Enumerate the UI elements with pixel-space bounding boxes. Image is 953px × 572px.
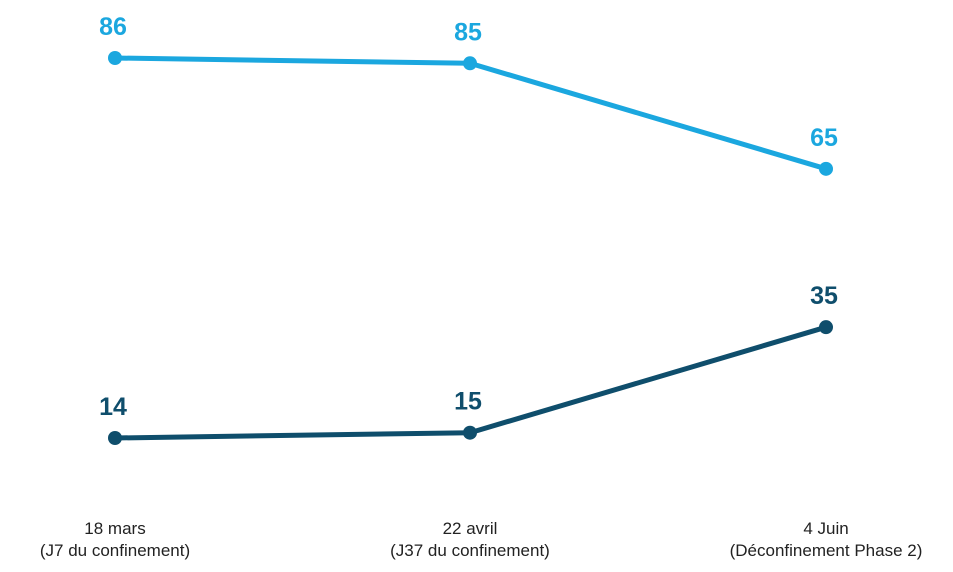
x-tick-label: 4 Juin (Déconfinement Phase 2) bbox=[730, 519, 923, 560]
series-1-point bbox=[819, 161, 833, 176]
series-1-segment bbox=[467, 60, 829, 172]
series-2-point bbox=[463, 425, 477, 440]
data-label: 86 bbox=[99, 13, 127, 41]
data-label: 85 bbox=[454, 18, 482, 46]
x-tick-label-line: 4 Juin bbox=[803, 519, 848, 538]
series-1-point bbox=[108, 51, 122, 65]
series-layer: 86 85 65 14 15 35 bbox=[99, 13, 838, 445]
series-2-segment bbox=[467, 324, 829, 436]
x-tick-label-line: 18 mars bbox=[84, 519, 145, 538]
series-2-point bbox=[819, 320, 833, 335]
series-2-segment bbox=[112, 430, 473, 441]
data-label: 15 bbox=[454, 388, 482, 416]
data-label: 35 bbox=[810, 282, 838, 310]
x-tick-label-line: 22 avril bbox=[443, 519, 498, 538]
x-tick-label: 22 avril (J37 du confinement) bbox=[390, 519, 550, 560]
data-label: 65 bbox=[810, 124, 838, 152]
series-1: 86 85 65 bbox=[99, 13, 838, 176]
x-tick-label: 18 mars (J7 du confinement) bbox=[40, 519, 190, 560]
data-label: 14 bbox=[99, 393, 127, 421]
x-axis: 18 mars (J7 du confinement) 22 avril (J37 d… bbox=[40, 519, 923, 560]
x-tick-label-line: (J7 du confinement) bbox=[40, 541, 190, 560]
series-1-point bbox=[463, 56, 477, 71]
x-tick-label-line: (Déconfinement Phase 2) bbox=[730, 541, 923, 560]
series-1-segment bbox=[112, 55, 473, 66]
x-tick-label-line: (J37 du confinement) bbox=[390, 541, 550, 560]
series-2: 14 15 35 bbox=[99, 282, 838, 445]
series-2-point bbox=[108, 431, 122, 445]
